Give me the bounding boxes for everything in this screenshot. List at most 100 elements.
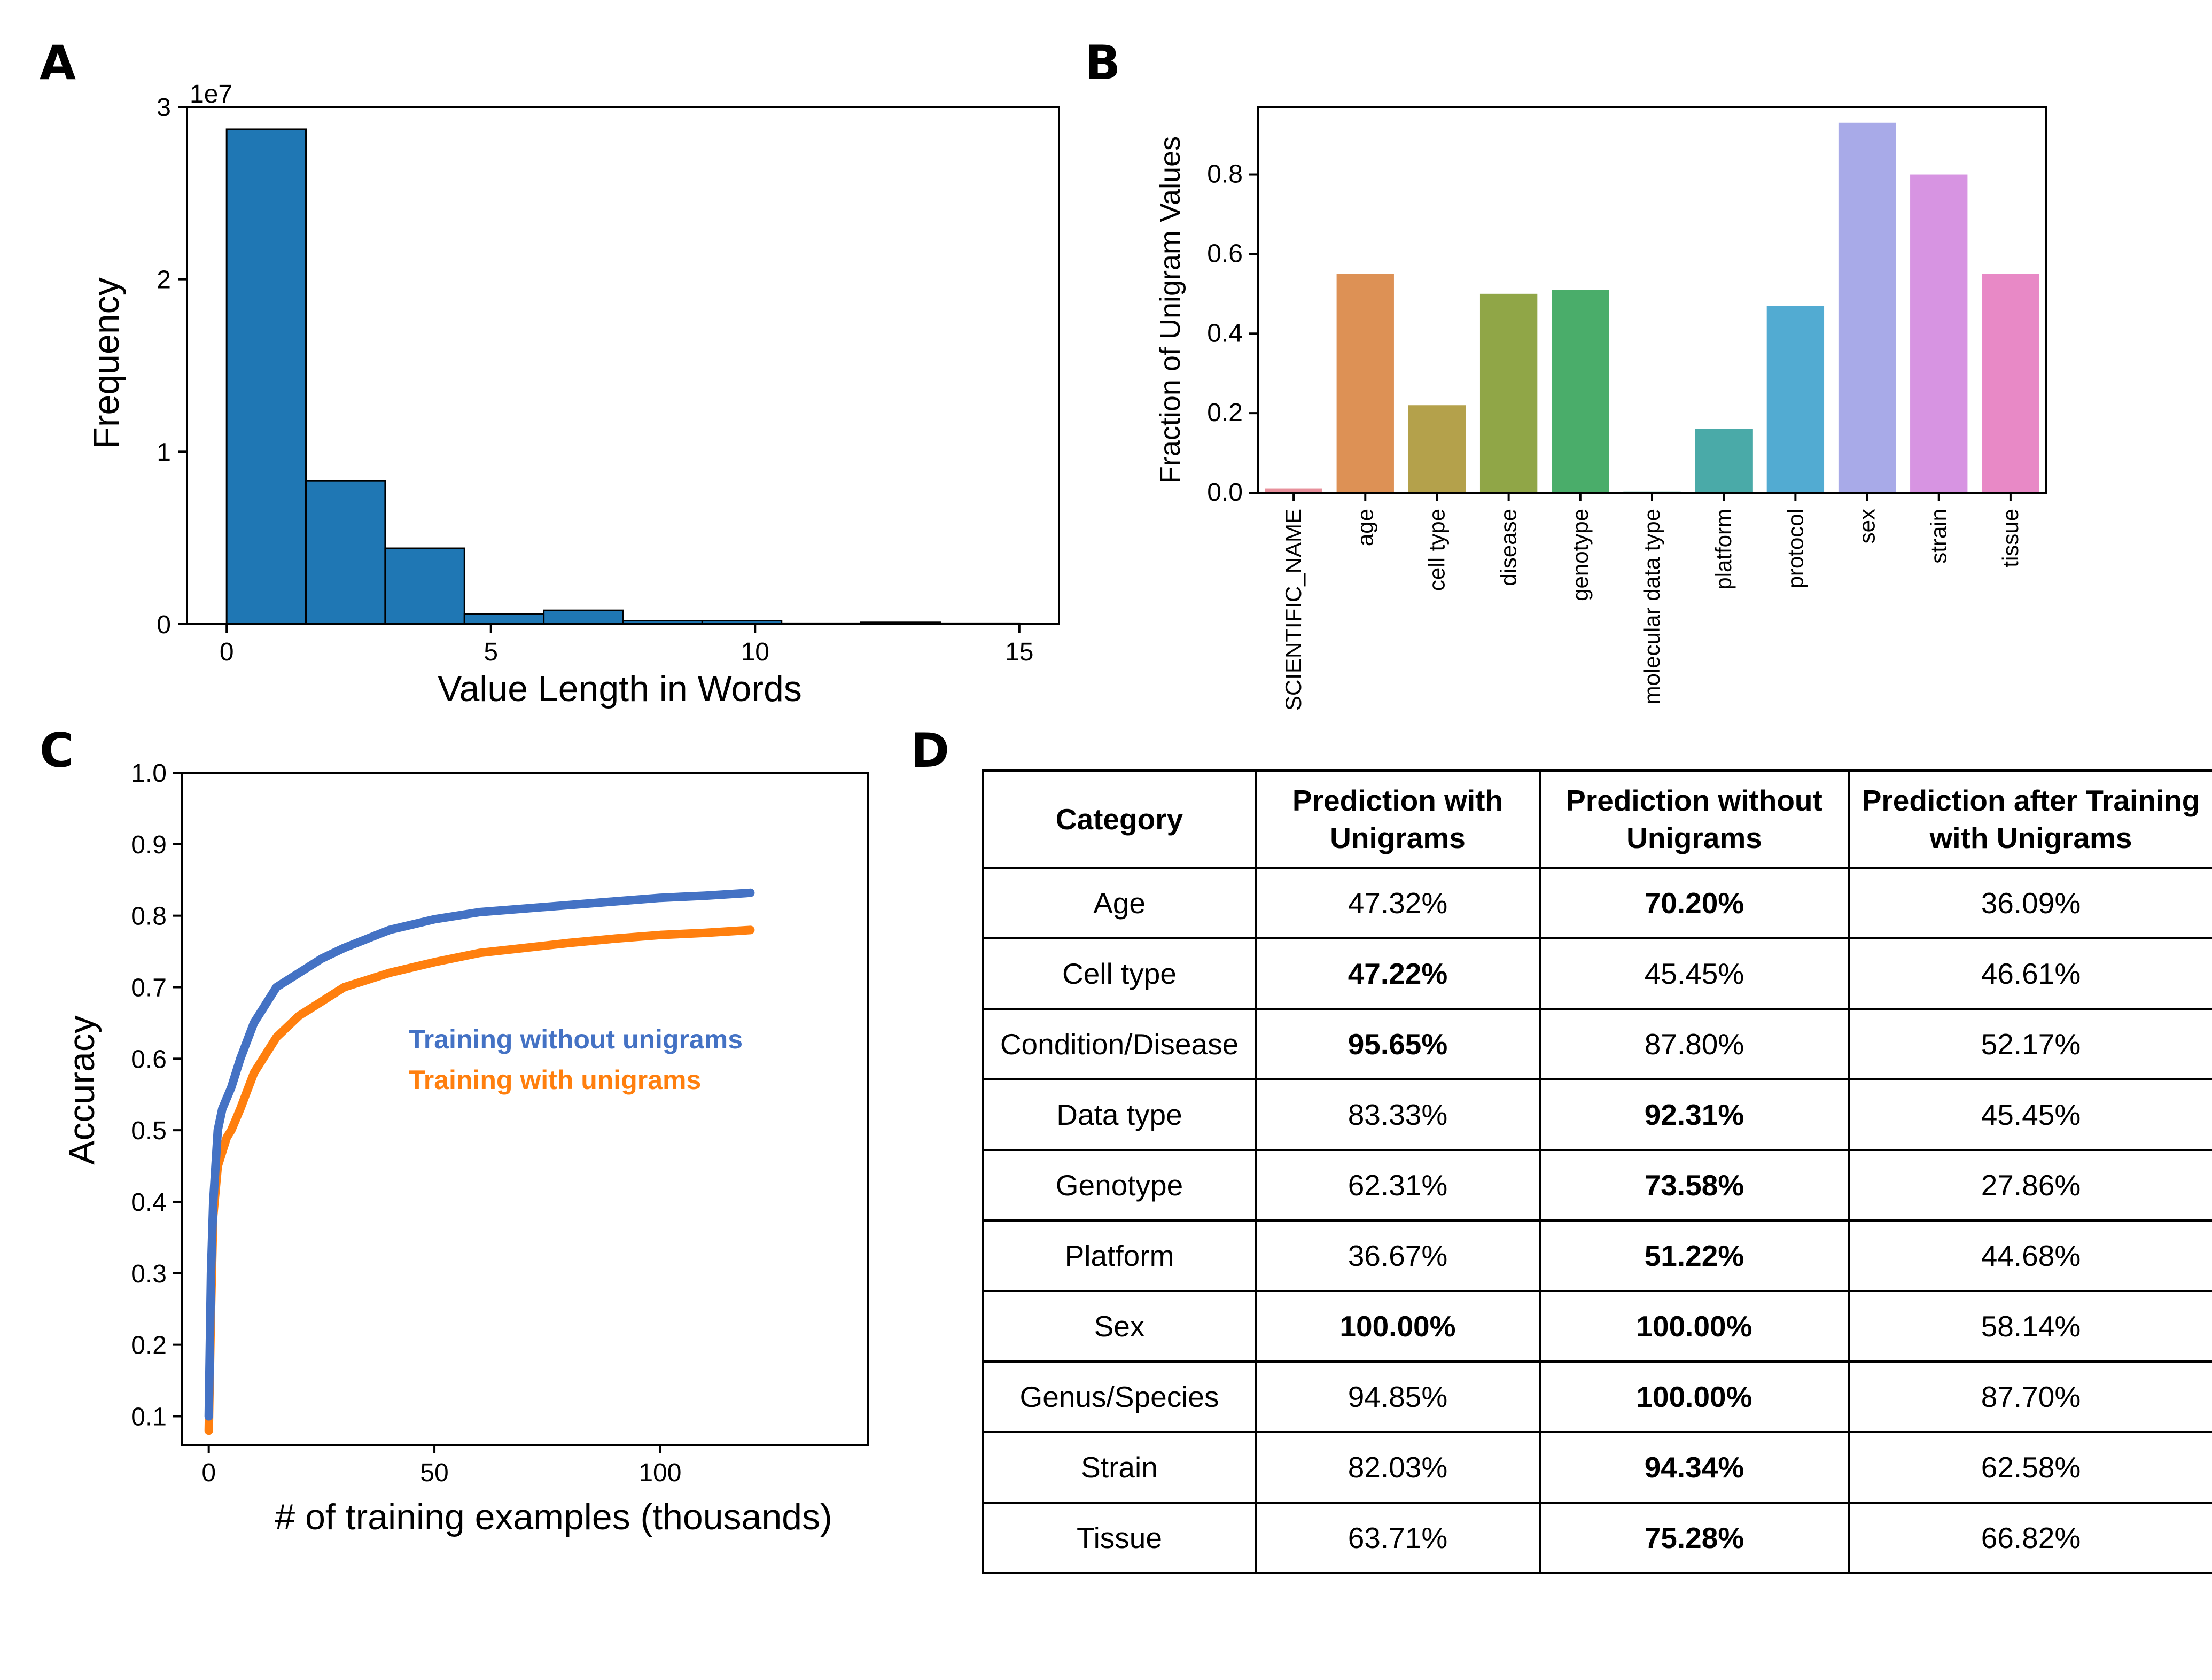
bar	[1336, 274, 1394, 493]
bar-series-b	[1265, 122, 2039, 493]
category-label: platform	[1711, 509, 1736, 590]
category-cell: Condition/Disease	[982, 1008, 1257, 1080]
table-row: Age 47.32% 70.20% 36.09%	[982, 867, 2212, 939]
x-axis-label-c: # of training examples (thousands)	[275, 1497, 832, 1537]
with-unigrams-cell: 47.22%	[1255, 937, 1541, 1010]
with-unigrams-cell: 100.00%	[1255, 1290, 1541, 1363]
histogram-bar	[384, 547, 465, 625]
without-unigrams-cell: 51.22%	[1539, 1219, 1850, 1292]
x-tick-label: 10	[741, 638, 769, 666]
with-unigrams-cell: 95.65%	[1255, 1008, 1541, 1080]
axis-ticks-c: 0 50 100 0.1 0.2 0.3 0.4 0.5 0.6 0.7 0.8 0.9 1.0	[131, 759, 681, 1487]
category-cell: Cell type	[982, 937, 1257, 1010]
plot-frame-a	[186, 106, 1060, 625]
y-tick-label: 0.8	[1207, 160, 1243, 189]
category-cell: Genus/Species	[982, 1360, 1257, 1433]
without-unigrams-cell: 75.28%	[1539, 1502, 1850, 1574]
table-row: Cell type 47.22% 45.45% 46.61%	[982, 937, 2212, 1010]
category-label: protocol	[1782, 509, 1808, 588]
table-row: Condition/Disease 95.65% 87.80% 52.17%	[982, 1008, 2212, 1080]
bar	[1982, 274, 2039, 493]
histogram-bar	[463, 613, 545, 625]
y-tick-label: 0.4	[1207, 319, 1243, 347]
category-label: strain	[1926, 509, 1951, 564]
y-tick-label: 0.5	[131, 1117, 167, 1145]
column-header-category: Category	[982, 769, 1257, 869]
line-chart-panel-c: 0 50 100 0.1 0.2 0.3 0.4 0.5 0.6 0.7 0.8 0.9 1.0 Tra…	[61, 759, 869, 1537]
with-unigrams-cell: 62.31%	[1255, 1149, 1541, 1222]
table-body: Age 47.32% 70.20% 36.09% Cell type 47.22% 45.4…	[982, 867, 2212, 1574]
category-label: SCIENTIFIC_NAME	[1281, 509, 1306, 711]
axis-ticks-b: 0.0 0.2 0.4 0.6 0.8	[1207, 160, 2012, 507]
x-tick-label: 0	[201, 1459, 216, 1487]
y-tick-label: 0.7	[131, 974, 167, 1002]
category-cell: Strain	[982, 1431, 1257, 1504]
column-header-with-unigrams: Prediction with Unigrams	[1255, 769, 1541, 869]
y-axis-label-a: Frequency	[86, 277, 127, 449]
bar	[1838, 122, 1896, 493]
without-unigrams-cell: 87.80%	[1539, 1008, 1850, 1080]
panel-letter-b: B	[1085, 35, 1120, 90]
x-tick-label: 5	[484, 638, 498, 666]
y-tick-label: 0.9	[131, 831, 167, 859]
with-unigrams-cell: 36.67%	[1255, 1219, 1541, 1292]
column-header-with-unigrams-text: Prediction with Unigrams	[1292, 784, 1504, 854]
with-unigrams-cell: 63.71%	[1255, 1502, 1541, 1574]
histogram-bar	[305, 480, 386, 625]
with-unigrams-cell: 94.85%	[1255, 1360, 1541, 1433]
series-line	[204, 925, 755, 1435]
category-cell: Genotype	[982, 1149, 1257, 1222]
y-tick-label: 0.0	[1207, 478, 1243, 507]
y-tick-label: 2	[157, 266, 171, 294]
x-axis-label-a: Value Length in Words	[438, 668, 802, 709]
category-label: sex	[1855, 509, 1880, 543]
y-tick-label: 3	[157, 94, 171, 122]
panel-letter-a: A	[40, 35, 76, 90]
y-tick-label: 0.1	[131, 1403, 167, 1431]
without-unigrams-cell: 73.58%	[1539, 1149, 1850, 1222]
without-unigrams-cell: 94.34%	[1539, 1431, 1850, 1504]
without-unigrams-cell: 92.31%	[1539, 1078, 1850, 1151]
histogram-panel-a: 0 5 10 15 0 1 2 3 1e7 Value Length in Words Fre…	[86, 80, 1060, 709]
series-line	[204, 888, 755, 1421]
with-unigrams-cell: 83.33%	[1255, 1078, 1541, 1151]
category-label: disease	[1496, 509, 1521, 586]
category-cell: Tissue	[982, 1502, 1257, 1574]
column-header-without-unigrams-text: Prediction without Unigrams	[1566, 784, 1822, 854]
bar	[1695, 429, 1753, 493]
category-label: cell type	[1424, 509, 1449, 591]
column-header-after-training: Prediction after Training with Unigrams	[1848, 769, 2212, 869]
after-training-cell: 58.14%	[1848, 1290, 2212, 1363]
after-training-cell: 44.68%	[1848, 1219, 2212, 1292]
bar	[1910, 174, 1968, 493]
panel-letter-c: C	[40, 723, 74, 778]
x-tick-label: 50	[420, 1459, 448, 1487]
after-training-cell: 66.82%	[1848, 1502, 2212, 1574]
legend-entry-without-unigrams: Training without unigrams	[409, 1024, 743, 1054]
y-tick-label: 0.6	[131, 1045, 167, 1074]
y-tick-label: 1	[157, 438, 171, 466]
y-tick-label: 0.4	[131, 1188, 167, 1217]
without-unigrams-cell: 100.00%	[1539, 1290, 1850, 1363]
x-tick-label: 0	[220, 638, 234, 666]
y-tick-label: 0.3	[131, 1260, 167, 1288]
after-training-cell: 46.61%	[1848, 937, 2212, 1010]
panel-letter-d: D	[910, 723, 949, 778]
table-row: Sex 100.00% 100.00% 58.14%	[982, 1290, 2212, 1363]
table-row: Strain 82.03% 94.34% 62.58%	[982, 1431, 2212, 1504]
y-tick-label: 0.8	[131, 903, 167, 931]
without-unigrams-cell: 70.20%	[1539, 867, 1850, 939]
y-axis-label-b: Fraction of Unigram Values	[1154, 136, 1186, 484]
table-row: Genotype 62.31% 73.58% 27.86%	[982, 1149, 2212, 1222]
column-header-without-unigrams: Prediction without Unigrams	[1539, 769, 1850, 869]
after-training-cell: 62.58%	[1848, 1431, 2212, 1504]
y-tick-label: 0	[157, 611, 171, 639]
category-cell: Age	[982, 867, 1257, 939]
plot-frame-c	[181, 772, 869, 1446]
y-axis-label-c: Accuracy	[61, 1015, 102, 1165]
line-series-c	[204, 888, 755, 1435]
table-header-row: Category Prediction with Unigrams Predic…	[982, 769, 2212, 869]
table-row: Data type 83.33% 92.31% 45.45%	[982, 1078, 2212, 1151]
table-row: Tissue 63.71% 75.28% 66.82%	[982, 1502, 2212, 1574]
